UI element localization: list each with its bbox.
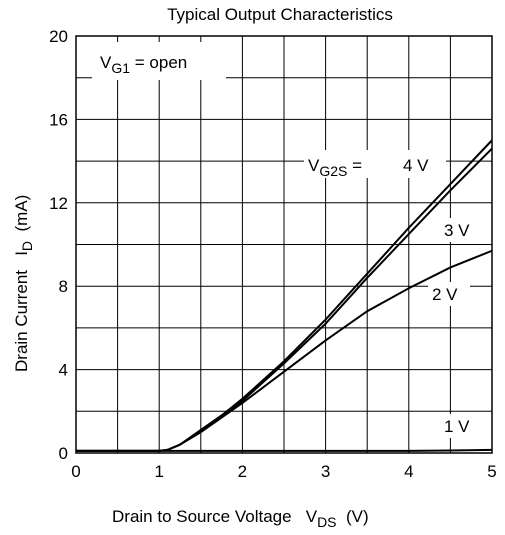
- label-bg: [440, 218, 482, 242]
- x-tick-label: 2: [238, 462, 247, 481]
- y-tick-label: 16: [49, 110, 68, 129]
- annotation-part: V: [308, 156, 320, 175]
- x-axis-label: Drain to Source Voltage VDS (V): [112, 507, 369, 530]
- series-label: 4 V: [403, 156, 429, 175]
- annotation-part: = open: [130, 53, 187, 72]
- chart-title: Typical Output Characteristics: [167, 5, 393, 24]
- label-bg: [440, 414, 482, 438]
- x-tick-label: 0: [71, 462, 80, 481]
- x-axis-label-part: (V): [337, 507, 369, 526]
- annotation: VG2S =: [308, 156, 367, 179]
- y-axis-label: Drain Current ID (mA): [12, 195, 35, 372]
- y-tick-label: 8: [59, 277, 68, 296]
- y-axis-label-sub: D: [19, 241, 35, 251]
- x-tick-label: 1: [154, 462, 163, 481]
- x-tick-label: 4: [404, 462, 413, 481]
- y-tick-label: 12: [49, 194, 68, 213]
- y-axis-label-part: (mA): [12, 195, 31, 241]
- label-bg: [428, 282, 470, 306]
- annotation-sub: G1: [111, 60, 130, 76]
- annotation-part: V: [100, 53, 112, 72]
- x-tick-label: 3: [321, 462, 330, 481]
- series-label: 3 V: [444, 221, 470, 240]
- annotation-sub: G2S: [319, 163, 347, 179]
- label-bg: [92, 42, 226, 80]
- x-tick-label: 5: [487, 462, 496, 481]
- y-axis-label-part: Drain Current I: [12, 251, 31, 372]
- annotation-part: =: [347, 156, 366, 175]
- y-tick-label: 4: [59, 361, 68, 380]
- y-tick-label: 20: [49, 27, 68, 46]
- x-axis-label-sub: DS: [317, 514, 336, 530]
- series-line: [76, 448, 493, 452]
- y-tick-label: 0: [59, 444, 68, 463]
- series-label: 2 V: [432, 285, 458, 304]
- label-bg: [304, 150, 446, 178]
- series-label: 1 V: [444, 417, 470, 436]
- x-axis-label-part: Drain to Source Voltage V: [112, 507, 318, 526]
- annotation: VG1 = open: [100, 53, 187, 76]
- plot-frame: [75, 35, 493, 454]
